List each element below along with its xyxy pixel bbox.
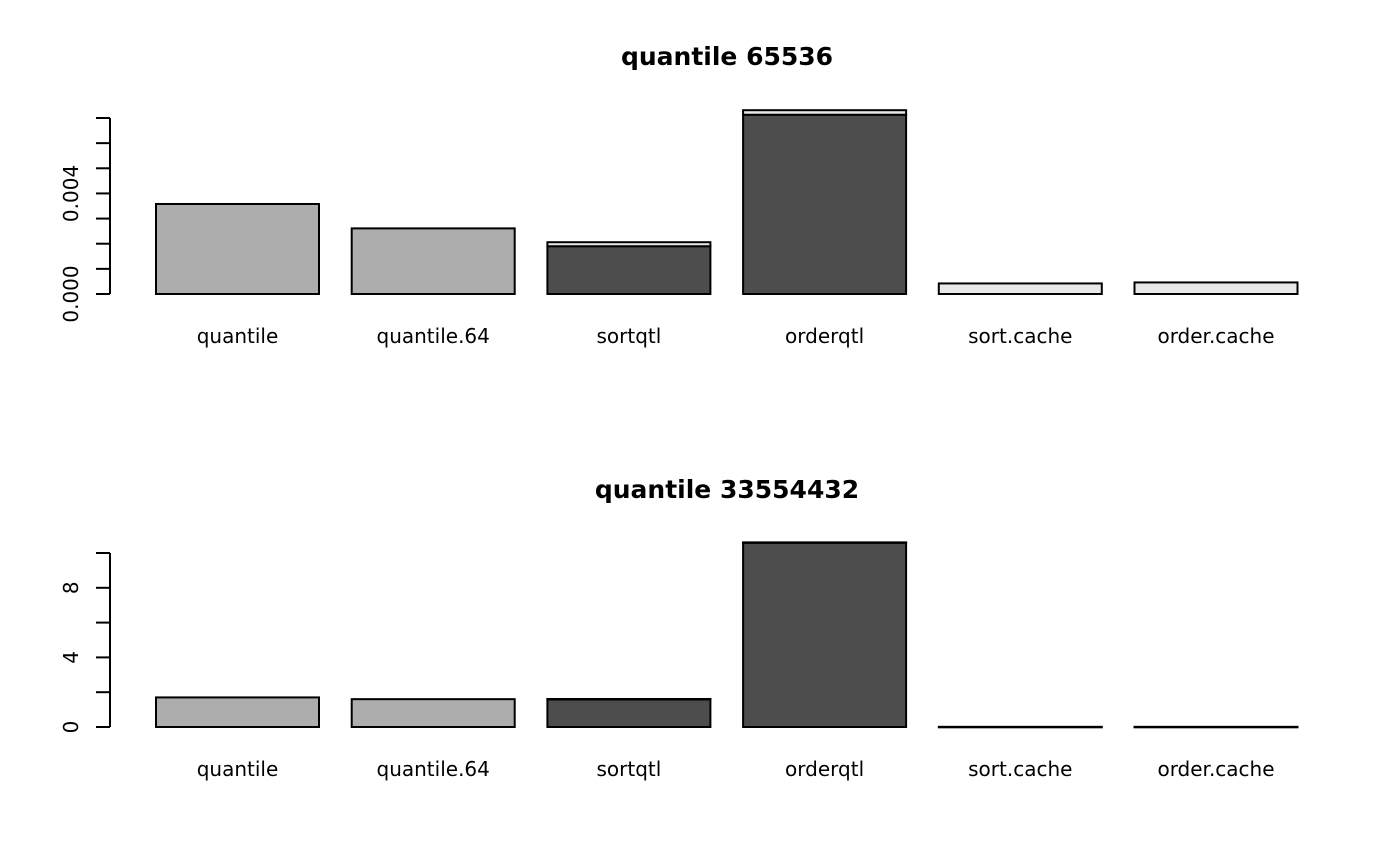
y-tick-label: 4 (59, 651, 83, 664)
bar-sortqtl-series-3 (546, 697, 712, 701)
bar-sortqtl-series-3 (546, 241, 712, 248)
bar-sortqtl-series-2 (546, 698, 712, 728)
x-category-label: sortqtl (596, 324, 661, 348)
chart-panel-bottom: quantile 33554432 0 4 8 quantile quantile.64… (59, 475, 1299, 781)
x-category-label: order.cache (1157, 757, 1274, 781)
x-category-label: sortqtl (596, 757, 661, 781)
x-category-label: orderqtl (785, 757, 864, 781)
bar-order.cache-series-3 (1133, 281, 1299, 296)
bar-orderqtl-series-3 (742, 541, 908, 544)
bar-quantile-series-1 (155, 696, 320, 728)
bar-orderqtl-series-2 (742, 541, 908, 728)
bar-sort.cache-series-3 (937, 725, 1103, 729)
bar-orderqtl-series-3 (742, 109, 908, 116)
x-category-label: order.cache (1157, 324, 1274, 348)
x-category-label: quantile (197, 324, 279, 348)
x-category-label: quantile.64 (377, 757, 490, 781)
x-category-label: orderqtl (785, 324, 864, 348)
y-tick-label: 8 (59, 581, 83, 594)
bar-order.cache-series-3 (1133, 725, 1299, 729)
y-tick-label: 0.004 (59, 165, 83, 222)
chart-title: quantile 65536 (621, 42, 833, 71)
chart-panel-top: quantile 65536 0.000 0.004 quantile quantil… (59, 42, 1299, 348)
bar-sort.cache-series-3 (937, 282, 1103, 296)
bar-quantile.64-series-1 (350, 698, 516, 728)
x-category-label: sort.cache (968, 757, 1072, 781)
bar-quantile-series-1 (155, 202, 320, 295)
chart-title: quantile 33554432 (595, 475, 859, 504)
bar-orderqtl-series-2 (742, 113, 908, 295)
y-tick-label: 0.000 (59, 265, 83, 322)
x-category-label: quantile (197, 757, 279, 781)
x-category-label: sort.cache (968, 324, 1072, 348)
bar-sortqtl-series-2 (546, 245, 712, 296)
x-category-label: quantile.64 (377, 324, 490, 348)
y-tick-label: 0 (59, 721, 83, 734)
bar-quantile.64-series-1 (350, 227, 516, 295)
